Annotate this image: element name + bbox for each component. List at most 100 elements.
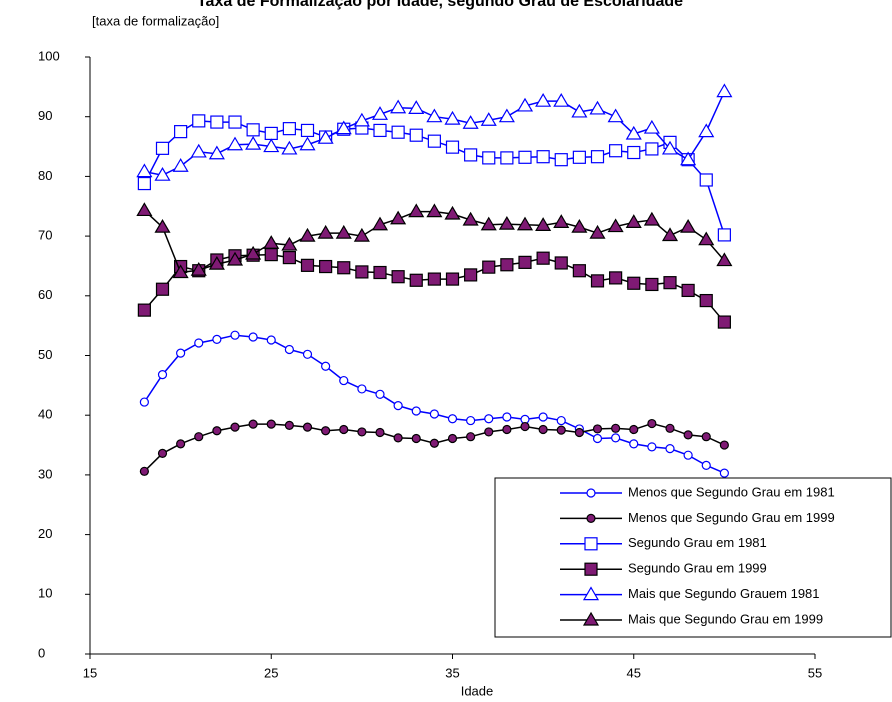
point <box>590 274 605 288</box>
point <box>445 140 460 154</box>
point <box>317 224 334 239</box>
point <box>302 349 313 359</box>
legend-box <box>494 477 892 638</box>
point <box>572 264 586 278</box>
point <box>245 135 262 150</box>
point <box>353 227 370 242</box>
point <box>282 122 296 136</box>
point <box>302 422 313 432</box>
point <box>390 99 407 114</box>
point <box>408 100 425 114</box>
point <box>373 123 387 138</box>
point <box>665 423 675 433</box>
point <box>210 115 224 129</box>
point <box>427 134 441 148</box>
legend-marker <box>586 513 596 524</box>
point <box>716 83 733 98</box>
point <box>554 153 568 167</box>
point <box>500 151 514 165</box>
point <box>337 261 351 275</box>
point <box>335 224 352 239</box>
point <box>266 419 276 429</box>
point <box>592 433 603 444</box>
point <box>339 375 349 386</box>
point <box>411 406 421 416</box>
y-tick-label: 80 <box>38 168 52 183</box>
point <box>264 126 278 141</box>
point <box>681 283 695 298</box>
y-tick-label: 20 <box>38 526 52 541</box>
point <box>246 123 260 137</box>
point <box>717 228 731 242</box>
point <box>536 251 550 265</box>
point <box>391 125 405 139</box>
point <box>699 173 713 187</box>
legend-label: Mais que Segundo Grau em 1999 <box>628 611 823 626</box>
point <box>482 260 496 274</box>
y-tick-label: 60 <box>38 287 52 302</box>
point <box>625 214 642 228</box>
point <box>498 215 515 230</box>
point <box>444 205 461 220</box>
point <box>300 123 315 138</box>
point <box>155 141 170 155</box>
point <box>462 211 479 226</box>
point <box>464 268 478 282</box>
point <box>266 335 276 345</box>
point <box>429 409 439 419</box>
point <box>447 433 458 444</box>
point <box>647 418 657 429</box>
point <box>429 438 439 448</box>
point <box>355 265 369 279</box>
point <box>263 235 280 249</box>
point <box>393 401 403 411</box>
point <box>480 216 497 231</box>
point <box>192 114 206 128</box>
point <box>172 158 189 172</box>
point <box>462 115 479 129</box>
point <box>645 277 659 292</box>
point <box>516 97 534 112</box>
point <box>498 108 515 123</box>
legend-marker <box>584 537 598 551</box>
point <box>719 440 729 450</box>
point <box>319 259 333 274</box>
point <box>571 103 588 118</box>
point <box>520 421 530 432</box>
x-tick-label: 35 <box>445 665 459 680</box>
point <box>556 425 566 435</box>
point <box>627 145 641 160</box>
point <box>680 151 697 166</box>
legend-label: Segundo Grau em 1999 <box>628 561 767 576</box>
point <box>137 176 151 191</box>
legend-label: Mais que Segundo Grauem 1981 <box>628 586 820 601</box>
point <box>321 361 331 371</box>
point <box>553 214 570 228</box>
point <box>136 163 153 178</box>
point <box>357 427 367 437</box>
point <box>427 272 441 286</box>
point <box>353 112 370 127</box>
point <box>466 432 476 442</box>
point <box>208 255 225 270</box>
point <box>518 150 532 164</box>
point <box>589 100 606 115</box>
point <box>228 115 242 129</box>
point <box>554 256 568 270</box>
point <box>518 255 532 269</box>
point <box>212 334 222 344</box>
point <box>357 384 367 394</box>
point <box>282 250 296 265</box>
point <box>226 251 244 266</box>
point <box>645 142 659 156</box>
point <box>553 92 570 107</box>
x-tick-label: 15 <box>83 665 97 680</box>
point <box>411 433 421 444</box>
y-tick-label: 0 <box>38 645 45 660</box>
point <box>716 252 733 267</box>
legend-label: Menos que Segundo Grau em 1999 <box>628 510 835 525</box>
point <box>680 218 697 233</box>
x-tick-label: 55 <box>808 665 822 680</box>
point <box>263 138 280 153</box>
point <box>611 433 621 443</box>
